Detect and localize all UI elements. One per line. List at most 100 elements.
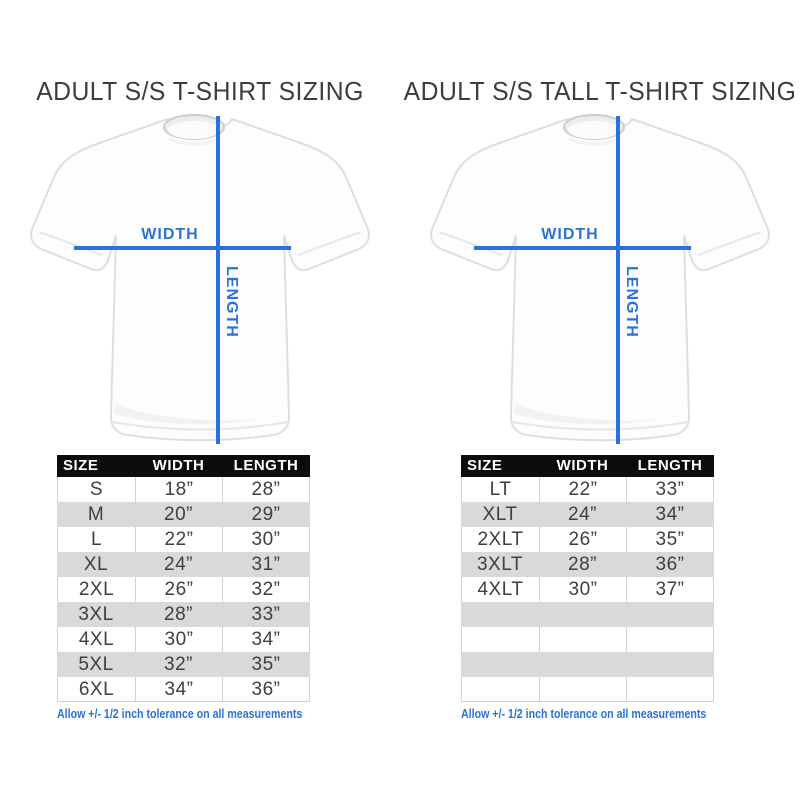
table-cell: [626, 677, 714, 701]
table-row: [461, 677, 714, 702]
table-row: 2XL 26” 32”: [57, 577, 310, 602]
table-cell: 30”: [222, 527, 310, 552]
tshirt-illustration: [30, 114, 370, 444]
table-cell: 26”: [135, 577, 222, 602]
table-cell: 36”: [655, 554, 685, 575]
table-cell: 24”: [568, 504, 597, 525]
size-table: SIZE WIDTH LENGTH LT 22” 33” XLT 24” 34” 2XLT 2…: [461, 455, 714, 702]
table-cell: 31”: [251, 554, 281, 575]
table-cell: 34”: [135, 677, 222, 702]
table-cell: [461, 602, 539, 627]
size-table-header: SIZE WIDTH LENGTH: [461, 455, 714, 477]
table-cell: 28”: [164, 604, 193, 625]
table-row: 5XL 32” 35”: [57, 652, 310, 677]
table-cell: 35”: [251, 654, 281, 675]
table-cell: 3XLT: [476, 554, 523, 575]
table-cell: 32”: [164, 654, 193, 675]
table-row: XL 24” 31”: [57, 552, 310, 577]
length-measurement-label: LENGTH: [623, 266, 640, 338]
panel-title: ADULT S/S T-SHIRT SIZING: [36, 76, 364, 106]
width-measurement-label: WIDTH: [141, 226, 199, 243]
panel-adult-ss-tall: ADULT S/S TALL T-SHIRT SIZING: [400, 0, 800, 800]
table-cell: [539, 627, 626, 652]
table-cell: [539, 652, 626, 677]
tshirt-measurement-diagram: WIDTH LENGTH: [410, 112, 790, 450]
table-cell: 22”: [539, 477, 626, 502]
column-header-width: WIDTH: [556, 457, 609, 474]
table-row: [461, 652, 714, 677]
table-row: XLT 24” 34”: [461, 502, 714, 527]
table-cell: 36”: [222, 677, 310, 702]
length-measurement-label: LENGTH: [223, 266, 240, 338]
table-row: LT 22” 33”: [461, 477, 714, 502]
table-cell: [539, 677, 626, 701]
column-header-length: LENGTH: [637, 457, 703, 474]
measurement-lines: [74, 116, 291, 444]
table-cell: 34”: [222, 627, 310, 652]
table-row: 3XL 28” 33”: [57, 602, 310, 627]
tshirt-illustration: [430, 114, 770, 444]
table-cell: 28”: [568, 554, 597, 575]
column-header-width: WIDTH: [152, 457, 205, 474]
tolerance-footnote: Allow +/- 1/2 inch tolerance on all meas…: [461, 707, 707, 721]
table-cell: 2XL: [57, 577, 135, 602]
table-row: 2XLT 26” 35”: [461, 527, 714, 552]
table-row: M 20” 29”: [57, 502, 310, 527]
table-cell: 29”: [251, 504, 281, 525]
table-cell: L: [57, 527, 135, 552]
table-cell: 20”: [164, 504, 193, 525]
table-cell: 34”: [655, 504, 685, 525]
table-cell: 6XL: [57, 677, 135, 702]
table-row: L 22” 30”: [57, 527, 310, 552]
table-cell: XLT: [482, 504, 518, 525]
size-table-body: S 18” 28” M 20” 29” L 22” 30” XL 24” 31” 2XL 26” 32” 3X…: [57, 477, 310, 702]
table-cell: S: [57, 477, 135, 502]
table-cell: 24”: [164, 554, 193, 575]
size-table-body: LT 22” 33” XLT 24” 34” 2XLT 26” 35” 3XLT 28” 36” 4XL…: [461, 477, 714, 702]
size-table: SIZE WIDTH LENGTH S 18” 28” M 20” 29” L 22” 30” X…: [57, 455, 310, 702]
table-cell: 28”: [222, 477, 310, 502]
table-cell: 18”: [135, 477, 222, 502]
table-cell: 30”: [135, 627, 222, 652]
table-cell: [461, 677, 539, 701]
table-cell: [461, 627, 539, 652]
table-row: [461, 602, 714, 627]
table-cell: 22”: [135, 527, 222, 552]
panel-title: ADULT S/S TALL T-SHIRT SIZING: [403, 76, 797, 106]
table-cell: 30”: [539, 577, 626, 602]
table-cell: 5XL: [78, 654, 114, 675]
width-measurement-label: WIDTH: [541, 226, 599, 243]
table-cell: 4XL: [57, 627, 135, 652]
table-cell: [626, 652, 714, 677]
table-row: 4XLT 30” 37”: [461, 577, 714, 602]
table-cell: M: [87, 504, 105, 525]
table-row: 3XLT 28” 36”: [461, 552, 714, 577]
table-cell: 35”: [626, 527, 714, 552]
column-header-size: SIZE: [63, 457, 99, 474]
table-row: S 18” 28”: [57, 477, 310, 502]
column-header-size: SIZE: [467, 457, 503, 474]
table-cell: 33”: [626, 477, 714, 502]
table-cell: 4XLT: [461, 577, 539, 602]
table-cell: [461, 652, 539, 677]
table-row: 4XL 30” 34”: [57, 627, 310, 652]
column-header-length: LENGTH: [233, 457, 299, 474]
table-cell: 26”: [539, 527, 626, 552]
table-cell: [539, 602, 626, 627]
tolerance-footnote: Allow +/- 1/2 inch tolerance on all meas…: [57, 707, 303, 721]
tshirt-shape: [430, 114, 770, 442]
table-cell: LT: [461, 477, 539, 502]
table-row: 6XL 34” 36”: [57, 677, 310, 702]
panel-adult-ss: ADULT S/S T-SHIRT SIZING WID: [30, 76, 370, 721]
table-cell: 37”: [626, 577, 714, 602]
table-cell: [626, 627, 714, 652]
table-row: [461, 627, 714, 652]
measurement-lines: [474, 116, 691, 444]
table-cell: 2XLT: [461, 527, 539, 552]
table-cell: [626, 602, 714, 627]
table-cell: 32”: [222, 577, 310, 602]
size-table-header: SIZE WIDTH LENGTH: [57, 455, 310, 477]
tshirt-shape: [30, 114, 370, 442]
table-cell: 33”: [251, 604, 281, 625]
